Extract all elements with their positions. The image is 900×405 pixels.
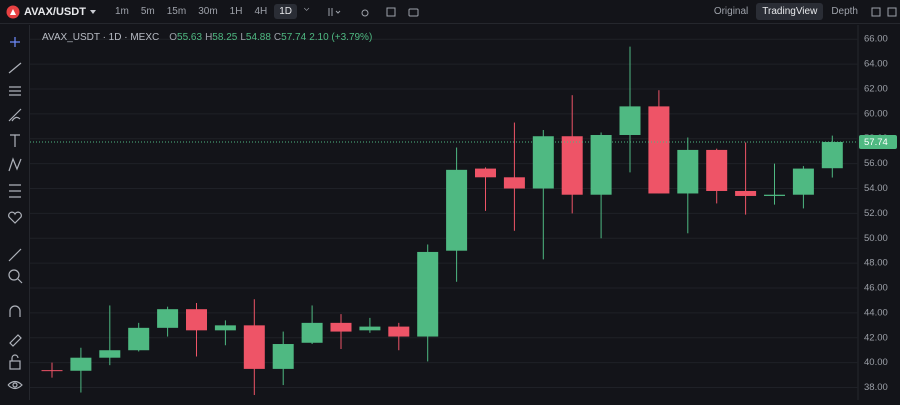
candle-body <box>41 370 63 372</box>
candle-body <box>70 357 92 371</box>
candle-body <box>532 136 554 189</box>
candle-body <box>157 309 179 328</box>
legend-key: L <box>240 32 246 43</box>
y-tick-label: 66.00 <box>864 34 888 45</box>
view-button[interactable]: Original <box>713 6 749 17</box>
candle-body <box>186 309 207 331</box>
y-tick-label: 48.00 <box>864 258 888 269</box>
y-tick-label: 46.00 <box>864 283 888 294</box>
candle-body <box>561 136 583 195</box>
candle-body <box>475 168 496 178</box>
y-tick-label: 42.00 <box>864 332 888 343</box>
candle-body <box>648 106 670 194</box>
candle-body <box>590 134 612 195</box>
candle-body <box>330 322 352 332</box>
candle-body <box>243 325 265 369</box>
legend-value: 58.25 <box>212 32 238 43</box>
candle-body <box>677 149 699 194</box>
y-tick-label: 60.00 <box>864 108 888 119</box>
interval-button[interactable]: 1H <box>229 6 243 17</box>
y-tick-label: 38.00 <box>864 382 888 393</box>
y-tick-label: 52.00 <box>864 208 888 219</box>
tool-icons <box>7 37 23 390</box>
legend-change: 2.10 (+3.79%) <box>309 32 373 43</box>
y-tick-label: 54.00 <box>864 183 888 194</box>
candle-body <box>359 326 381 331</box>
view-button[interactable]: Depth <box>831 6 858 17</box>
candle-body <box>272 344 294 369</box>
legend-value: 54.88 <box>245 32 271 43</box>
legend-key: H <box>205 32 213 43</box>
window-icons <box>871 7 897 16</box>
candle-body <box>706 149 728 191</box>
interval-button[interactable]: 5m <box>140 6 155 17</box>
tool-icons <box>304 7 419 16</box>
legend-value: 57.74 <box>281 32 307 43</box>
interval-button[interactable]: 1D <box>274 4 298 19</box>
intervals: 1m 5m 15m 30m 1H 4H 1D <box>108 4 298 19</box>
candle-body <box>503 177 525 189</box>
symbol[interactable]: AVAX/USDT <box>24 5 86 18</box>
y-tick-label: 64.00 <box>864 59 888 70</box>
candle-body <box>214 325 236 331</box>
y-tick-label: 62.00 <box>864 83 888 94</box>
interval-button[interactable]: 4H <box>254 6 268 17</box>
view-switch: Original TradingView Depth <box>706 3 864 20</box>
y-tick-label: 56.00 <box>864 158 888 169</box>
toolbar: AVAX/USDT 1m 5m 15m 30m 1H 4H 1D Original Tradi… <box>0 0 900 24</box>
logo <box>6 5 20 18</box>
candle-body <box>388 326 410 337</box>
interval-button[interactable]: 30m <box>198 6 218 17</box>
candle-body <box>446 169 468 251</box>
legend-value: 55.63 <box>177 32 203 43</box>
y-tick-label: 44.00 <box>864 307 888 318</box>
y-tick-label: 50.00 <box>864 233 888 244</box>
interval-button[interactable]: 1m <box>114 6 129 17</box>
interval-button[interactable]: 15m <box>166 6 187 17</box>
y-tick-label: 40.00 <box>864 357 888 368</box>
candle-body <box>764 194 785 196</box>
drawing-tools <box>0 25 30 400</box>
last-price-label: 57.74 <box>864 137 888 148</box>
candle-body <box>792 168 814 195</box>
legend-key: O <box>169 32 178 43</box>
candle-body <box>301 322 323 343</box>
candle-body <box>417 251 439 337</box>
legend-key: C <box>273 32 282 43</box>
chart-title: AVAX_USDT · 1D · MEXC <box>42 32 160 43</box>
view-button[interactable]: TradingView <box>756 3 824 20</box>
candle-body <box>99 350 121 358</box>
candle-body <box>128 327 150 351</box>
ohlc-legend: AVAX_USDT · 1D · MEXC O 55.63 H 58.25 L 54.88… <box>42 32 375 43</box>
candle-body <box>735 190 757 196</box>
caret[interactable] <box>86 7 100 17</box>
candle-body <box>821 141 843 169</box>
candle-body <box>619 106 641 135</box>
last-price-tag <box>859 134 897 149</box>
